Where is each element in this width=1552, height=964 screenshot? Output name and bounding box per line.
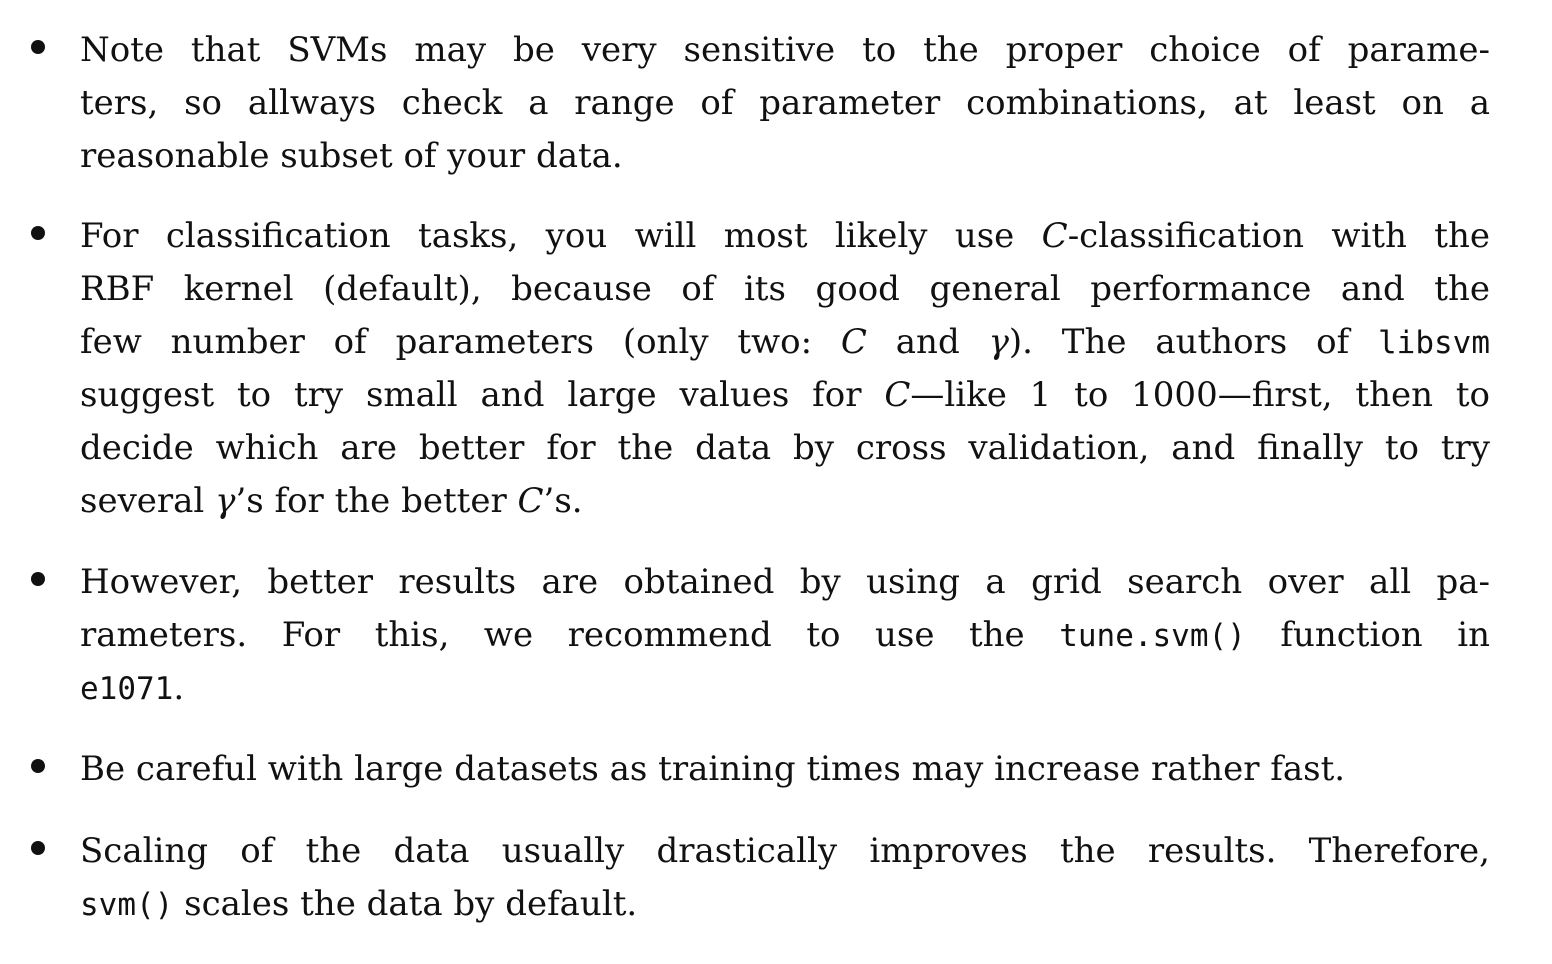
text-line: e1071. — [80, 662, 1490, 715]
math-symbol-c: C — [517, 481, 544, 521]
text-span: ’s. — [543, 481, 583, 521]
bullet-item-large-datasets: Be careful with large datasets as traini… — [31, 743, 1490, 796]
text-span: RBF kernel (default), because of its goo… — [80, 269, 1490, 309]
text-line: For classification tasks, you will most … — [80, 210, 1490, 263]
code-e1071: e1071 — [80, 671, 174, 707]
math-symbol-c: C — [884, 375, 911, 415]
bullet-item-classification-advice: For classification tasks, you will most … — [31, 210, 1490, 528]
text-span: decide which are better for the data by … — [80, 428, 1490, 468]
text-span: function in — [1245, 615, 1490, 655]
math-symbol-gamma: γ — [988, 322, 1009, 362]
text-span: ). The authors of — [1008, 322, 1378, 362]
bullet-icon — [31, 759, 45, 773]
text-span: Note that SVMs may be very sensitive to … — [80, 30, 1490, 70]
text-line: Be careful with large datasets as traini… — [80, 743, 1490, 796]
bullet-icon — [31, 841, 45, 855]
text-line: However, better results are obtained by … — [80, 556, 1490, 609]
text-span: —like 1 to 1000—first, then to — [910, 375, 1490, 415]
text-span: scales the data by default. — [173, 884, 638, 924]
text-line: suggest to try small and large values fo… — [80, 369, 1490, 422]
bullet-icon — [31, 40, 45, 54]
text-span: and — [866, 322, 989, 362]
bullet-icon — [31, 572, 45, 586]
code-tune-svm: tune.svm() — [1059, 618, 1246, 654]
text-span: reasonable subset of your data. — [80, 136, 623, 176]
text-line: svm() scales the data by default. — [80, 878, 1490, 931]
bullet-item-grid-search: However, better results are obtained by … — [31, 556, 1490, 715]
text-span: ’s for the better — [235, 481, 518, 521]
text-span: However, better results are obtained by … — [80, 562, 1490, 602]
bullet-icon — [31, 226, 45, 240]
text-line: RBF kernel (default), because of its goo… — [80, 263, 1490, 316]
text-span: Scaling of the data usually drastically … — [80, 831, 1490, 871]
text-span: ters, so allways check a range of parame… — [80, 83, 1490, 123]
text-line: ters, so allways check a range of parame… — [80, 77, 1490, 130]
text-line: few number of parameters (only two: C an… — [80, 316, 1490, 369]
text-span: few number of parameters (only two: — [80, 322, 841, 362]
text-span: several — [80, 481, 216, 521]
code-libsvm: libsvm — [1378, 325, 1490, 361]
text-line: several γ’s for the better C’s. — [80, 475, 1490, 528]
math-symbol-c: C — [840, 322, 867, 362]
bullet-item-scaling: Scaling of the data usually drastically … — [31, 825, 1490, 931]
math-symbol-gamma: γ — [215, 481, 236, 521]
text-span: For classification tasks, you will most … — [80, 216, 1042, 256]
text-line: decide which are better for the data by … — [80, 422, 1490, 475]
text-span: suggest to try small and large values fo… — [80, 375, 885, 415]
text-span: rameters. For this, we recommend to use … — [80, 615, 1060, 655]
text-span: . — [173, 668, 185, 708]
text-line: reasonable subset of your data. — [80, 130, 1490, 183]
math-symbol-c: C — [1041, 216, 1068, 256]
text-line: Scaling of the data usually drastically … — [80, 825, 1490, 878]
text-line: Note that SVMs may be very sensitive to … — [80, 24, 1490, 77]
code-svm: svm() — [80, 887, 174, 923]
bullet-item-parameter-sensitivity: Note that SVMs may be very sensitive to … — [31, 24, 1490, 183]
text-line: rameters. For this, we recommend to use … — [80, 609, 1490, 662]
text-span: Be careful with large datasets as traini… — [80, 749, 1346, 789]
text-span: -classification with the — [1067, 216, 1490, 256]
